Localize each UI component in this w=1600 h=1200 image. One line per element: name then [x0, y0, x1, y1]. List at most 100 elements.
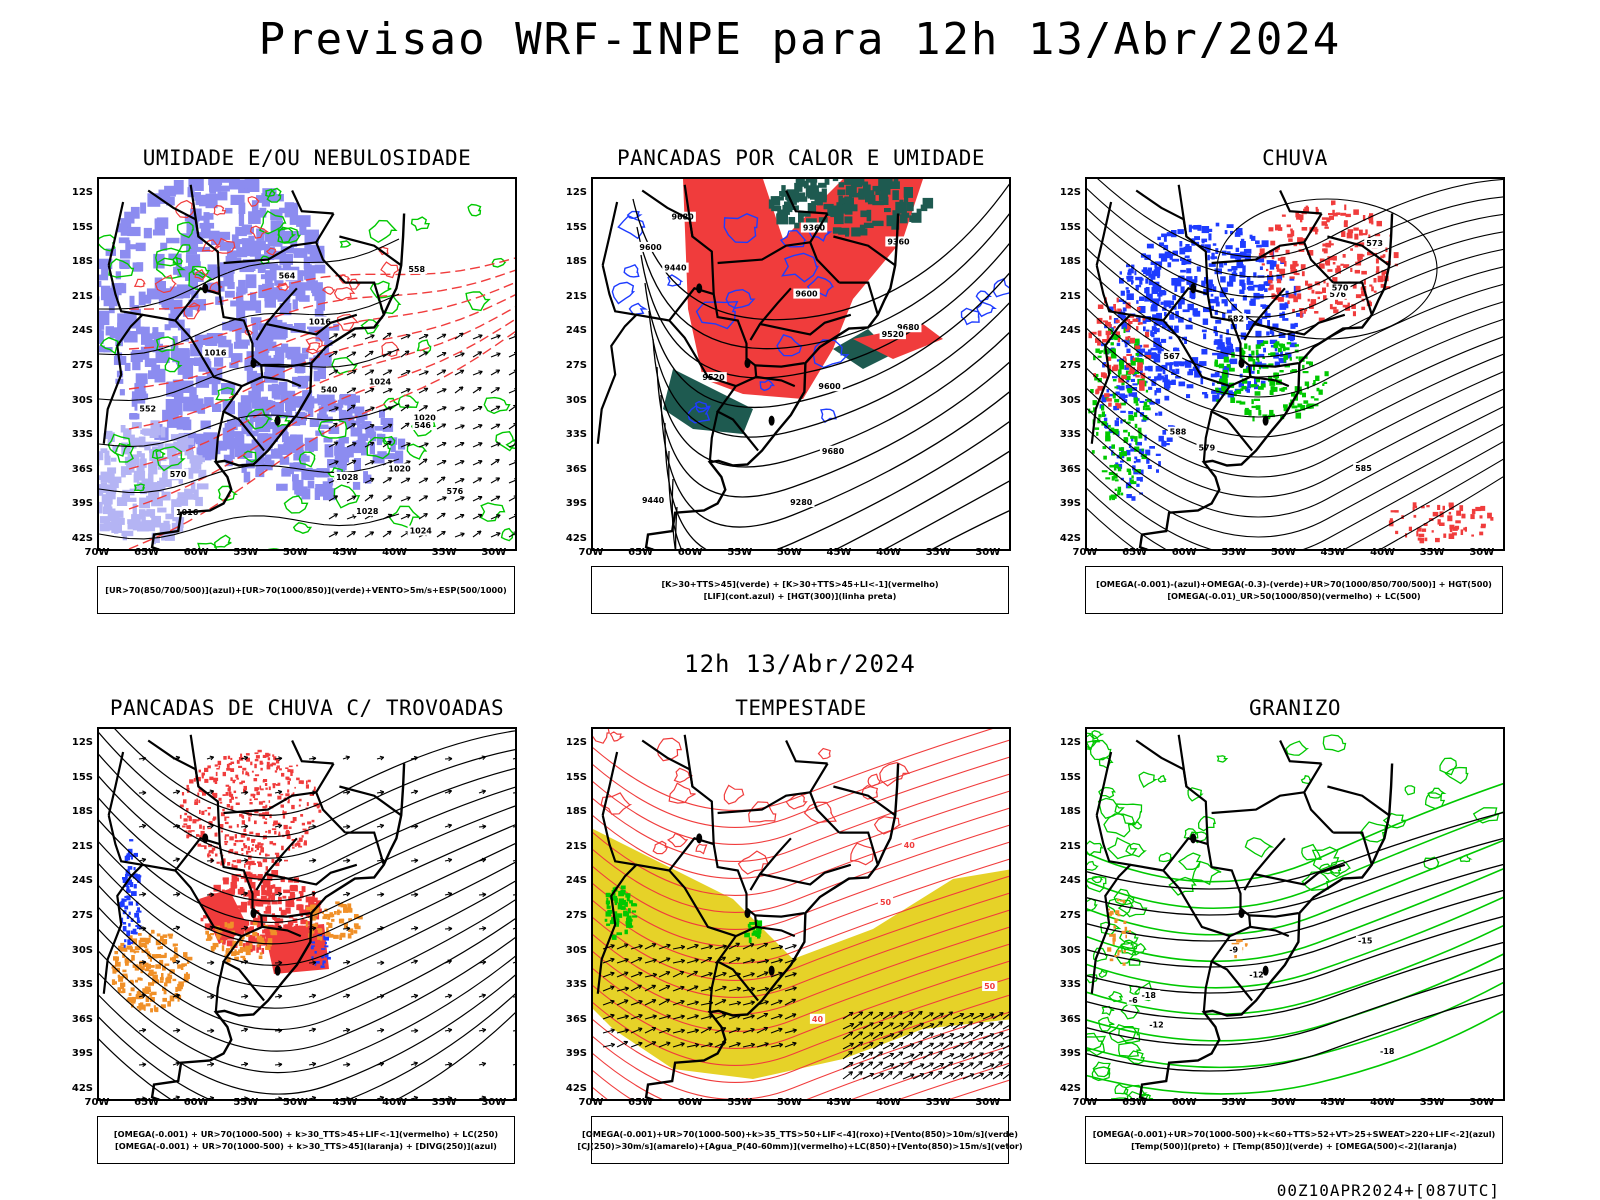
latitude-label: 27S	[71, 360, 93, 371]
latitude-label: 12S	[565, 187, 587, 198]
longitude-label: 65W	[1122, 1097, 1148, 1108]
weather-map: 1016101610161020102010241024102810285765…	[99, 179, 515, 549]
latitude-label: 42S	[565, 533, 587, 544]
contour-label: -18	[1380, 1047, 1395, 1056]
contour-label: 585	[1355, 464, 1372, 473]
contour-label: 1024	[369, 377, 392, 386]
latitude-label: 27S	[565, 360, 587, 371]
longitude-label: 55W	[1221, 1097, 1247, 1108]
latitude-label: 42S	[565, 1083, 587, 1094]
legend-line: [K>30+TTS>45](verde) + [K>30+TTS>45+LI<-…	[661, 579, 939, 589]
latitude-label: 30S	[71, 944, 93, 956]
latitude-label: 33S	[1059, 979, 1081, 991]
latitude-label: 21S	[565, 290, 587, 302]
longitude-label: 55W	[1221, 547, 1247, 558]
longitude-label: 30W	[1469, 547, 1495, 558]
contour-label: 1028	[336, 473, 359, 482]
latitude-label: 42S	[71, 533, 93, 544]
latitude-label: 24S	[71, 875, 93, 887]
latitude-label: 33S	[71, 429, 93, 441]
longitude-label: 60W	[183, 1097, 209, 1108]
longitude-label: 40W	[382, 547, 408, 558]
panel-title: CHUVA	[1262, 146, 1328, 170]
longitude-label: 30W	[1469, 1097, 1495, 1108]
latitude-label: 30S	[1059, 394, 1081, 406]
longitude-label: 30W	[975, 1097, 1001, 1108]
contour-label: 40	[904, 841, 916, 850]
contour-label: 9440	[642, 496, 665, 505]
latitude-label: 30S	[71, 394, 93, 406]
panel-title: PANCADAS DE CHUVA C/ TROVOADAS	[109, 696, 505, 720]
valid-time-title: 12h 13/Abr/2024	[684, 650, 916, 678]
legend-line: [OMEGA(-0.001)+UR>70(1000-500)+k<60+TTS>…	[1092, 1129, 1496, 1139]
latitude-label: 33S	[1059, 429, 1081, 441]
longitude-label: 60W	[1171, 1097, 1197, 1108]
panel-legend: [K>30+TTS>45](verde) + [K>30+TTS>45+LI<-…	[591, 566, 1009, 614]
contour-label: 546	[414, 421, 431, 430]
map-area	[97, 727, 517, 1101]
panel-title: GRANIZO	[1248, 696, 1341, 720]
latitude-label: 30S	[565, 394, 587, 406]
contour-label: -6	[1129, 996, 1138, 1005]
longitude-label: 60W	[1171, 547, 1197, 558]
contour-label: 576	[447, 487, 464, 496]
latitude-label: 36S	[565, 463, 587, 475]
longitude-label: 45W	[332, 547, 358, 558]
latitude-label: 12S	[71, 187, 93, 198]
longitude-label: 45W	[826, 1097, 852, 1108]
longitude-label: 35W	[431, 547, 457, 558]
longitude-label: 70W	[578, 547, 604, 558]
latitude-label: 21S	[1059, 290, 1081, 302]
contour-label: -9	[1229, 945, 1238, 954]
panel-title: PANCADAS POR CALOR E UMIDADE	[616, 146, 985, 170]
latitude-label: 18S	[1059, 256, 1081, 268]
map-area: -12 -12 -15 -18 -9 -6 -18	[1085, 727, 1505, 1101]
legend-line: [UR>70(850/700/500)](azul)+[UR>70(1000/8…	[105, 585, 507, 595]
contour-label: 1028	[356, 507, 379, 516]
longitude-label: 45W	[1320, 547, 1346, 558]
contour-label: 579	[1198, 444, 1215, 453]
contour-label: 1020	[388, 464, 411, 473]
latitude-label: 30S	[1059, 944, 1081, 956]
legend-line: [OMEGA(-0.001)-(azul)+OMEGA(-0.3)-(verde…	[1096, 579, 1492, 589]
legend-line: [Temp(500)](preto) + [Temp(850)](verde) …	[1131, 1141, 1457, 1151]
latitude-label: 21S	[71, 290, 93, 302]
contour-label: 9600	[639, 243, 662, 252]
latitude-label: 24S	[71, 325, 93, 337]
latitude-label: 18S	[1059, 806, 1081, 818]
panel-legend: [OMEGA(-0.001)-(azul)+OMEGA(-0.3)-(verde…	[1085, 566, 1503, 614]
contour-label: 570	[1332, 283, 1349, 292]
panel-title: TEMPESTADE	[735, 696, 867, 720]
panel-title: UMIDADE E/OU NEBULOSIDADE	[142, 146, 472, 170]
contour-label: -15	[1358, 937, 1373, 946]
latitude-label: 27S	[71, 910, 93, 921]
model-run-id: 00Z10APR2024+[087UTC]	[1276, 1181, 1500, 1200]
contour-label: 573	[1366, 239, 1383, 248]
contour-label: 50	[984, 982, 996, 991]
longitude-label: 60W	[677, 1097, 703, 1108]
contour-label: 567	[1163, 352, 1180, 361]
longitude-label: 50W	[1270, 1097, 1296, 1108]
longitude-label: 50W	[282, 547, 308, 558]
panel-legend: [OMEGA(-0.001)+UR>70(1000-500)+k<60+TTS>…	[1085, 1116, 1503, 1164]
contour-label: 576	[1329, 290, 1346, 299]
latitude-label: 15S	[71, 771, 93, 783]
longitude-label: 65W	[134, 547, 160, 558]
latitude-label: 30S	[565, 944, 587, 956]
weather-map: -12-12-15-18-9-6-18	[1087, 729, 1503, 1099]
latitude-label: 18S	[565, 256, 587, 268]
contour-label: 40	[812, 1015, 824, 1024]
latitude-label: 12S	[565, 737, 587, 748]
latitude-label: 42S	[1059, 1083, 1081, 1094]
contour-label: 9520	[702, 373, 725, 382]
contour-label: 9440	[664, 264, 687, 273]
latitude-label: 39S	[71, 1048, 93, 1060]
legend-line: [OMEGA(-0.001) + UR>70(1000-500) + k>30_…	[115, 1141, 497, 1151]
panel-legend: [OMEGA(-0.001) + UR>70(1000-500) + k>30_…	[97, 1116, 515, 1164]
latitude-label: 15S	[565, 221, 587, 233]
contour-label: 9600	[795, 290, 818, 299]
latitude-label: 15S	[71, 221, 93, 233]
longitude-label: 35W	[1419, 1097, 1445, 1108]
latitude-label: 36S	[71, 1013, 93, 1025]
longitude-label: 55W	[233, 547, 259, 558]
